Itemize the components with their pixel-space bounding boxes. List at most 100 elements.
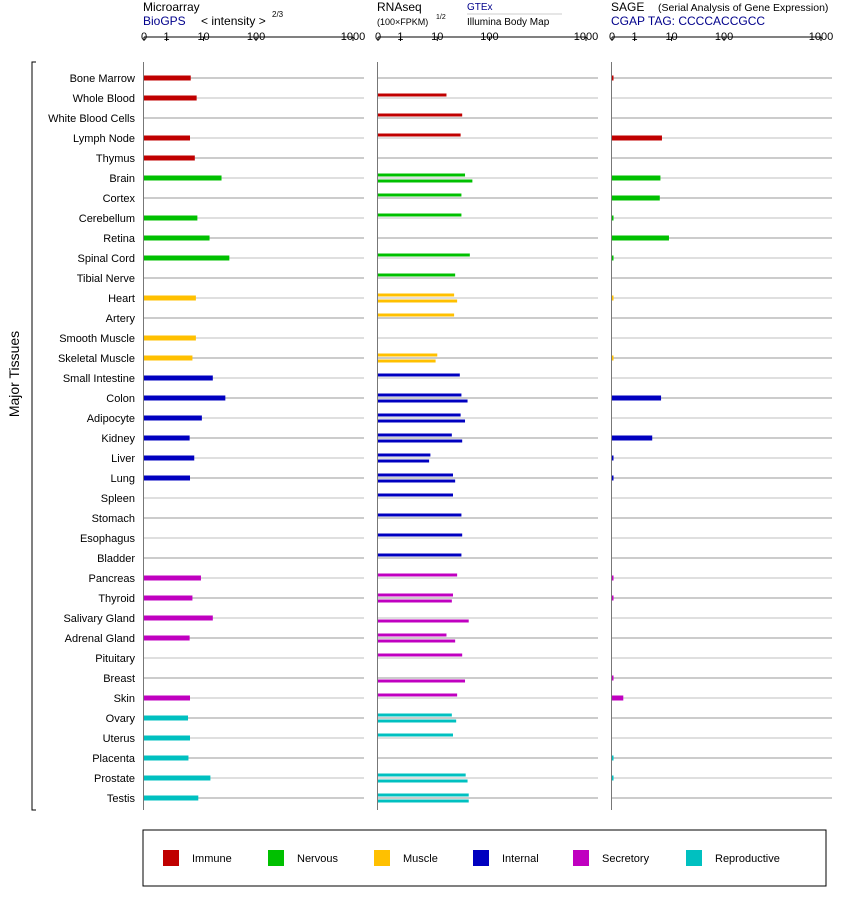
tissue-label: Small Intestine	[63, 373, 135, 385]
intensity-label: < intensity >	[201, 14, 266, 28]
axis-tick-label: 100	[480, 31, 498, 43]
bar-rnaseq_gtex	[378, 634, 446, 637]
legend-swatch	[473, 850, 489, 866]
bar-sage	[612, 596, 614, 601]
intensity-exponent: 2/3	[272, 10, 284, 19]
legend-label: Secretory	[602, 853, 650, 865]
bar-microarray	[144, 476, 190, 481]
bar-microarray	[144, 716, 188, 721]
tissue-label: Spinal Cord	[78, 253, 135, 265]
bar-rnaseq_gtex	[378, 794, 469, 797]
axis-tick-label: 0	[609, 31, 615, 43]
bar-rnaseq_ibm	[378, 180, 472, 183]
tissue-label: Bone Marrow	[70, 73, 135, 85]
bar-rnaseq_gtex	[378, 594, 453, 597]
panels: 0 1 10 100 1000 0 1 10 100 1000 0 1 10 100 1000	[141, 31, 833, 810]
tissue-bracket	[32, 62, 36, 810]
microarray-panel: 0 1 10 100 1000	[141, 31, 365, 810]
bar-sage	[612, 776, 614, 781]
bar-microarray	[144, 296, 196, 301]
legend-label: Reproductive	[715, 853, 780, 865]
bar-rnaseq_ibm	[378, 440, 462, 443]
tissue-label: Smooth Muscle	[59, 333, 135, 345]
tissue-labels: Bone Marrow Whole Blood White Blood Cells L…	[48, 73, 136, 805]
legend-item-reproductive: Reproductive	[686, 850, 780, 866]
bar-sage	[612, 136, 662, 141]
tissue-label: Pancreas	[89, 573, 136, 585]
bar-rnaseq_gtex	[378, 734, 453, 737]
bar-rnaseq_ibm	[378, 600, 452, 603]
bar-microarray	[144, 576, 201, 581]
axis-tick-label: 10	[431, 31, 443, 43]
bar-rnaseq_gtex	[378, 714, 452, 717]
bar-microarray	[144, 256, 229, 261]
tissue-label: Esophagus	[80, 533, 136, 545]
bar-rnaseq_gtex	[378, 254, 470, 257]
tissue-label: Breast	[103, 673, 135, 685]
bar-microarray	[144, 356, 192, 361]
tissue-label: Tibial Nerve	[77, 273, 135, 285]
bar-rnaseq_ibm	[378, 640, 455, 643]
bar-rnaseq_gtex	[378, 694, 457, 697]
tissue-label: Artery	[106, 313, 136, 325]
bar-sage	[612, 216, 614, 221]
tissue-label: Thymus	[96, 153, 136, 165]
bar-rnaseq_gtex	[378, 94, 446, 97]
tissue-label: Ovary	[106, 713, 136, 725]
legend-item-immune: Immune	[163, 850, 232, 866]
bar-rnaseq_gtex	[378, 554, 461, 557]
tissue-label: White Blood Cells	[48, 113, 135, 125]
axis-tick-label: 1000	[341, 31, 365, 43]
bar-rnaseq_gtex	[378, 514, 461, 517]
legend-label: Immune	[192, 853, 232, 865]
bar-rnaseq_gtex	[378, 574, 457, 577]
bar-rnaseq_gtex	[378, 354, 437, 357]
bar-sage	[612, 676, 614, 681]
rnaseq-unit-exponent: 1/2	[436, 14, 446, 21]
bar-sage	[612, 756, 614, 761]
tissue-label: Adipocyte	[87, 413, 135, 425]
tissue-label: Cortex	[103, 193, 136, 205]
legend-label: Internal	[502, 853, 539, 865]
tissue-label: Thyroid	[98, 593, 135, 605]
bar-rnaseq_gtex	[378, 374, 460, 377]
tissue-label: Lymph Node	[73, 133, 135, 145]
bar-sage	[612, 236, 669, 241]
bar-microarray	[144, 636, 190, 641]
bar-rnaseq_gtex	[378, 394, 461, 397]
bar-sage	[612, 296, 614, 301]
legend-item-nervous: Nervous	[268, 850, 338, 866]
tissue-label: Bladder	[97, 553, 135, 565]
bar-rnaseq_ibm	[378, 680, 465, 683]
axis-tick-label: 10	[197, 31, 209, 43]
microarray-title: Microarray	[143, 0, 200, 14]
bar-microarray	[144, 216, 197, 221]
legend-swatch	[573, 850, 589, 866]
bar-sage	[612, 256, 614, 261]
bar-rnaseq_ibm	[378, 780, 468, 783]
bar-rnaseq_gtex	[378, 134, 461, 137]
bar-sage	[612, 476, 614, 481]
legend-swatch	[686, 850, 702, 866]
bar-microarray	[144, 456, 194, 461]
rnaseq-title: RNAseq	[377, 0, 422, 14]
bar-sage	[612, 696, 623, 701]
bar-microarray	[144, 436, 190, 441]
tissue-label: Lung	[111, 473, 135, 485]
axis-tick-label: 100	[247, 31, 265, 43]
biogps-source: BioGPS	[143, 14, 186, 28]
legend-swatch	[163, 850, 179, 866]
bar-microarray	[144, 776, 210, 781]
bar-sage	[612, 196, 660, 201]
bar-microarray	[144, 736, 190, 741]
bar-rnaseq_gtex	[378, 774, 466, 777]
tissue-label: Stomach	[92, 513, 135, 525]
sage-tag: CGAP TAG: CCCCACCGCC	[611, 14, 765, 28]
legend-item-internal: Internal	[473, 850, 539, 866]
axis-tick-label: 0	[141, 31, 147, 43]
tissue-label: Prostate	[94, 773, 135, 785]
sage-title: SAGE	[611, 0, 644, 14]
bar-microarray	[144, 596, 192, 601]
bar-microarray	[144, 756, 188, 761]
bar-rnaseq_ibm	[378, 300, 457, 303]
